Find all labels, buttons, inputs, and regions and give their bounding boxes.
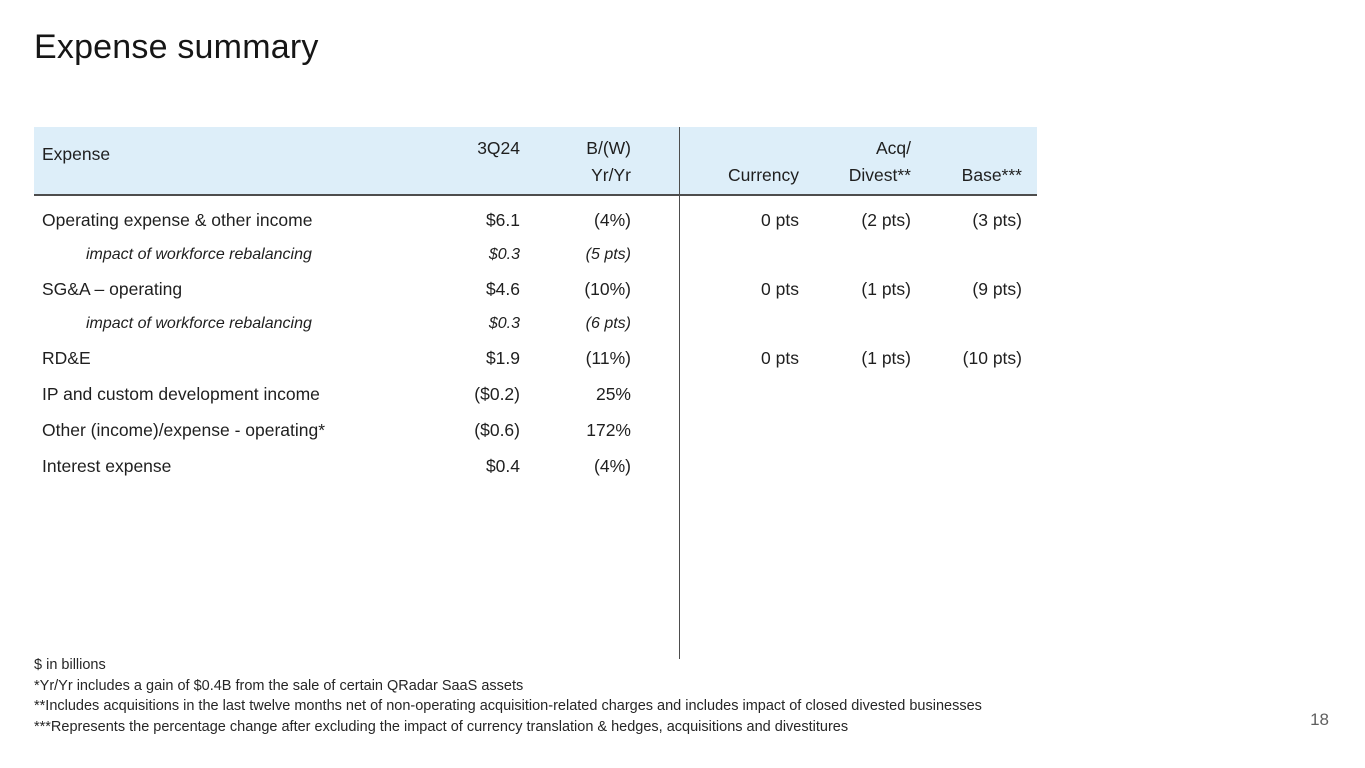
row-label: RD&E — [42, 347, 91, 368]
header-bw-label: B/(W) — [586, 138, 631, 158]
table-row: RD&E $1.9 (11%) 0 pts (1 pts) (10 pts) — [34, 340, 1037, 376]
row-label: SG&A – operating — [42, 278, 183, 299]
cell-3q24: $6.1 — [485, 209, 520, 230]
table-row: IP and custom development income ($0.2) … — [34, 376, 1037, 412]
table-subrow: impact of workforce rebalancing $0.3 (5 … — [34, 238, 1037, 271]
cell-3q24: ($0.6) — [474, 419, 520, 440]
cell-divest: (1 pts) — [861, 347, 911, 368]
row-label: Operating expense & other income — [42, 209, 313, 230]
table-subrow: impact of workforce rebalancing $0.3 (6 … — [34, 307, 1037, 340]
cell-yryr: (11%) — [585, 347, 631, 368]
row-label: Interest expense — [42, 455, 172, 476]
cell-3q24: $0.3 — [488, 245, 520, 263]
header-acq-label: Acq/ — [875, 138, 911, 158]
header-expense-label: Expense — [42, 144, 111, 164]
cell-3q24: ($0.2) — [474, 383, 520, 404]
cell-currency: 0 pts — [761, 209, 799, 230]
table-body: Operating expense & other income $6.1 (4… — [34, 196, 1037, 484]
header-yryr-label: Yr/Yr — [591, 165, 631, 185]
expense-table: Expense 3Q24 B/(W) Yr/Yr Currency Acq/ D… — [34, 127, 1037, 659]
footnote-yryr: *Yr/Yr includes a gain of $0.4B from the… — [34, 677, 524, 694]
row-label: Other (income)/expense - operating* — [42, 419, 326, 440]
cell-yryr: (10%) — [584, 278, 631, 299]
header-divest-label: Divest** — [848, 165, 911, 185]
row-label: impact of workforce rebalancing — [86, 245, 312, 263]
footnote-units: $ in billions — [34, 657, 106, 673]
table-row: Interest expense $0.4 (4%) — [34, 448, 1037, 484]
cell-base: (3 pts) — [972, 209, 1022, 230]
cell-divest: (2 pts) — [861, 209, 911, 230]
cell-base: (9 pts) — [972, 278, 1022, 299]
header-acq-divest: Acq/ Divest** — [799, 135, 911, 189]
cell-divest: (1 pts) — [861, 278, 911, 299]
column-divider-line — [679, 127, 680, 659]
cell-currency: 0 pts — [761, 278, 799, 299]
table-header-row: Expense 3Q24 B/(W) Yr/Yr Currency Acq/ D… — [34, 127, 1037, 196]
cell-currency: 0 pts — [761, 347, 799, 368]
table-row: Other (income)/expense - operating* ($0.… — [34, 412, 1037, 448]
cell-3q24: $1.9 — [485, 347, 520, 368]
cell-yryr: (6 pts) — [585, 314, 631, 332]
row-label: IP and custom development income — [42, 383, 320, 404]
cell-yryr: (4%) — [594, 209, 631, 230]
footnote-base: ***Represents the percentage change afte… — [34, 718, 849, 735]
header-base-label: Base*** — [961, 165, 1022, 185]
row-label: impact of workforce rebalancing — [86, 314, 312, 332]
footnotes: $ in billions *Yr/Yr includes a gain of … — [34, 655, 982, 737]
page-title: Expense summary — [34, 28, 319, 66]
header-bw-yryr: B/(W) Yr/Yr — [520, 135, 631, 189]
header-3q24-label: 3Q24 — [477, 138, 520, 158]
cell-yryr: 25% — [595, 383, 631, 404]
header-currency-label: Currency — [728, 165, 799, 185]
cell-yryr: (5 pts) — [585, 245, 631, 263]
cell-3q24: $0.4 — [485, 455, 520, 476]
footnote-acq-divest: **Includes acquisitions in the last twel… — [34, 698, 982, 715]
table-row: SG&A – operating $4.6 (10%) 0 pts (1 pts… — [34, 271, 1037, 307]
cell-yryr: (4%) — [594, 455, 631, 476]
cell-yryr: 172% — [586, 419, 631, 440]
cell-3q24: $4.6 — [485, 278, 520, 299]
page-number: 18 — [1310, 710, 1329, 729]
header-currency: Currency — [631, 135, 799, 189]
header-3q24: 3Q24 — [444, 135, 520, 189]
table-row: Operating expense & other income $6.1 (4… — [34, 202, 1037, 238]
cell-3q24: $0.3 — [488, 314, 520, 332]
header-expense: Expense — [34, 127, 444, 168]
cell-base: (10 pts) — [962, 347, 1022, 368]
header-base: Base*** — [911, 135, 1022, 189]
